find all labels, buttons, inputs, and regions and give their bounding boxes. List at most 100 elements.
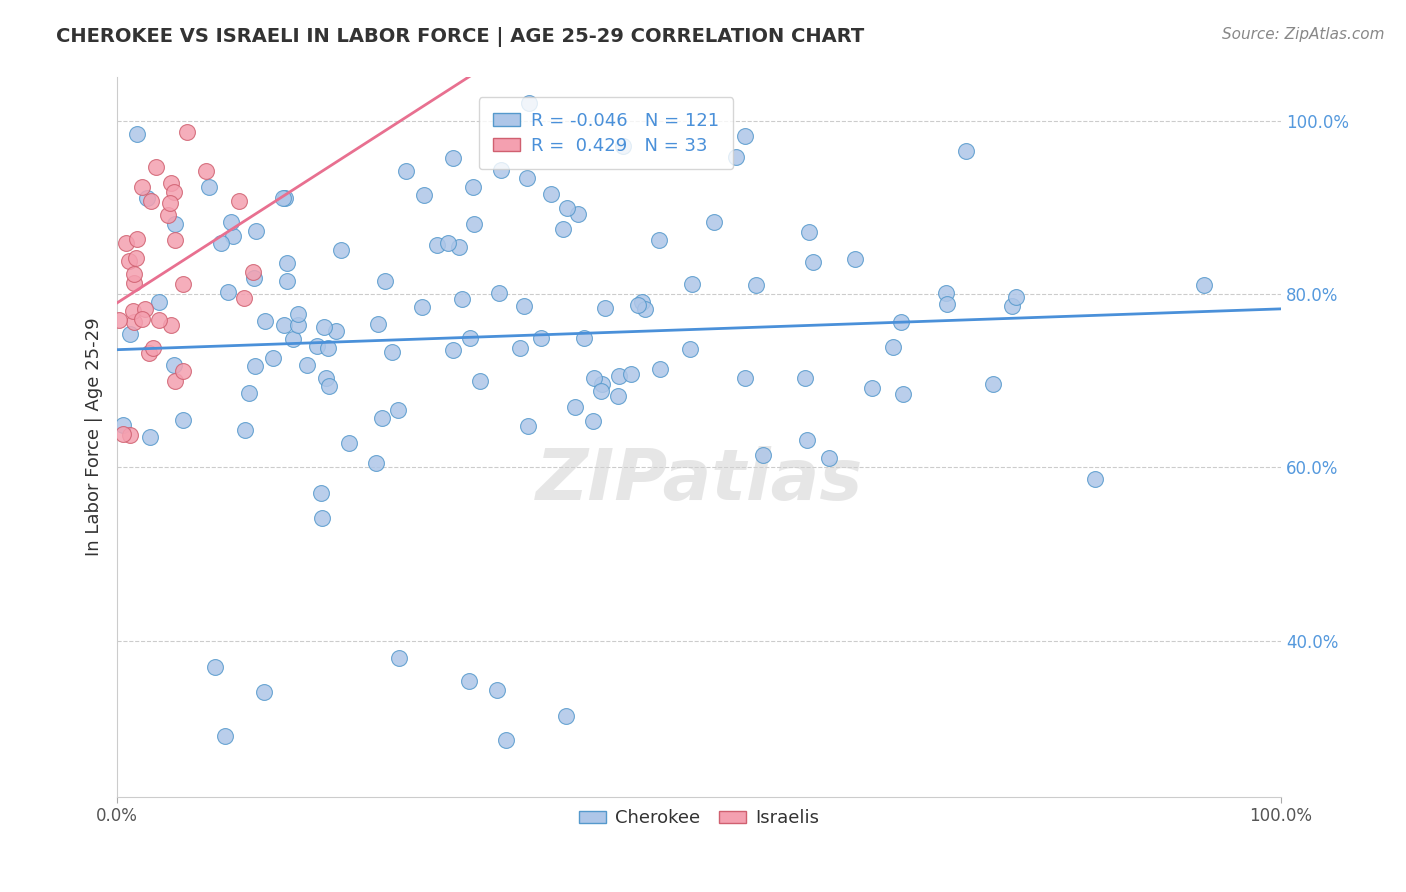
Point xyxy=(276,256,298,270)
Text: ZIPatlas: ZIPatlas xyxy=(536,446,863,515)
Point xyxy=(337,435,360,450)
Point xyxy=(413,187,436,202)
Point xyxy=(801,254,824,268)
Point xyxy=(160,318,183,332)
Point xyxy=(679,342,702,356)
Point xyxy=(890,315,912,329)
Point xyxy=(1194,278,1216,293)
Point xyxy=(553,221,575,235)
Point xyxy=(591,377,613,392)
Point xyxy=(934,286,956,301)
Point xyxy=(607,368,630,383)
Point xyxy=(242,271,264,285)
Point xyxy=(172,412,194,426)
Point xyxy=(463,217,485,231)
Point xyxy=(118,428,141,442)
Point xyxy=(648,234,671,248)
Point xyxy=(411,300,433,314)
Point xyxy=(367,317,389,331)
Point xyxy=(583,371,606,385)
Point xyxy=(631,294,654,309)
Point xyxy=(620,368,643,382)
Point xyxy=(572,331,595,345)
Point xyxy=(204,660,226,674)
Point xyxy=(734,371,756,385)
Point xyxy=(818,450,841,465)
Point xyxy=(118,327,141,342)
Point xyxy=(449,239,471,253)
Point xyxy=(124,267,146,281)
Point xyxy=(796,434,818,448)
Point xyxy=(274,191,297,205)
Point xyxy=(495,732,517,747)
Point xyxy=(252,685,274,699)
Point xyxy=(513,299,536,313)
Point xyxy=(366,456,388,470)
Point xyxy=(172,364,194,378)
Point xyxy=(311,510,333,524)
Point xyxy=(374,274,396,288)
Point xyxy=(176,125,198,139)
Point xyxy=(107,313,129,327)
Point xyxy=(315,371,337,385)
Point xyxy=(441,343,464,357)
Point xyxy=(262,351,284,366)
Point xyxy=(318,379,340,393)
Point xyxy=(650,361,672,376)
Point xyxy=(463,180,485,194)
Point xyxy=(194,163,217,178)
Point xyxy=(488,285,510,300)
Point xyxy=(165,374,187,388)
Point xyxy=(745,277,768,292)
Point xyxy=(1005,290,1028,304)
Point xyxy=(163,359,186,373)
Point xyxy=(595,301,617,316)
Point xyxy=(329,243,352,257)
Point xyxy=(725,151,748,165)
Point xyxy=(111,417,134,432)
Point xyxy=(232,291,254,305)
Point xyxy=(118,254,141,268)
Point xyxy=(794,371,817,385)
Point xyxy=(633,302,655,317)
Point xyxy=(228,194,250,208)
Point xyxy=(242,265,264,279)
Point xyxy=(273,318,295,332)
Point xyxy=(122,304,145,318)
Point xyxy=(283,332,305,346)
Point xyxy=(233,423,256,437)
Point xyxy=(371,411,394,425)
Point xyxy=(703,215,725,229)
Point xyxy=(607,389,630,403)
Point xyxy=(325,325,347,339)
Point xyxy=(115,236,138,251)
Point xyxy=(245,224,267,238)
Point xyxy=(457,674,479,689)
Point xyxy=(131,180,153,194)
Point xyxy=(582,414,605,428)
Point xyxy=(381,345,404,359)
Point xyxy=(491,163,513,178)
Point xyxy=(127,232,149,246)
Point xyxy=(163,233,186,247)
Point xyxy=(752,448,775,462)
Point xyxy=(516,171,538,186)
Point xyxy=(125,251,148,265)
Point xyxy=(112,426,135,441)
Point xyxy=(145,160,167,174)
Point xyxy=(122,276,145,290)
Point xyxy=(312,319,335,334)
Point xyxy=(287,307,309,321)
Point xyxy=(198,180,221,194)
Point xyxy=(388,651,411,665)
Point xyxy=(981,376,1004,391)
Point xyxy=(316,342,339,356)
Point xyxy=(238,385,260,400)
Point xyxy=(734,129,756,144)
Point xyxy=(1084,472,1107,486)
Point xyxy=(797,225,820,239)
Point xyxy=(458,330,481,344)
Point xyxy=(309,485,332,500)
Point xyxy=(295,359,318,373)
Point xyxy=(441,151,464,165)
